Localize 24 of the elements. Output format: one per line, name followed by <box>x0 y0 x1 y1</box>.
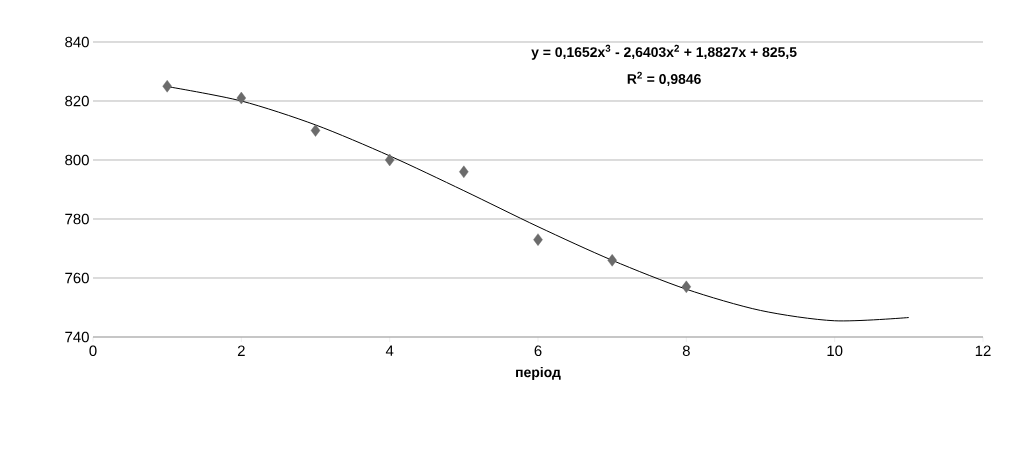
y-tick-label: 740 <box>65 331 89 343</box>
x-tick-label: 8 <box>682 345 690 357</box>
x-tick-label: 2 <box>237 345 245 356</box>
point <box>310 124 321 137</box>
point <box>533 233 543 246</box>
y-tick-label: 760 <box>65 272 89 284</box>
annotation: y = 0,1652x$^{3}$ - 2,6403x$^{2}$ + 1,8827x + 825,5 <box>531 44 797 60</box>
x-tick-label: 4 <box>385 345 394 356</box>
y-tick-label: 840 <box>65 36 89 48</box>
y-tick-label: 780 <box>65 213 89 225</box>
point <box>459 165 469 178</box>
x-axis-title: період <box>516 366 561 380</box>
annotation: R$^{2}$ = 0,9846 <box>627 71 701 86</box>
y-tick-label: 820 <box>65 95 89 107</box>
point <box>162 80 172 93</box>
y-tick-label: 800 <box>65 154 89 166</box>
x-tick-label: 0 <box>89 345 97 357</box>
x-tick-label: 12 <box>975 345 991 356</box>
point <box>607 254 617 267</box>
point <box>681 280 692 294</box>
point <box>236 91 247 105</box>
x-tick-label: 10 <box>827 345 843 357</box>
point <box>384 153 395 167</box>
x-tick-label: 6 <box>534 345 542 357</box>
